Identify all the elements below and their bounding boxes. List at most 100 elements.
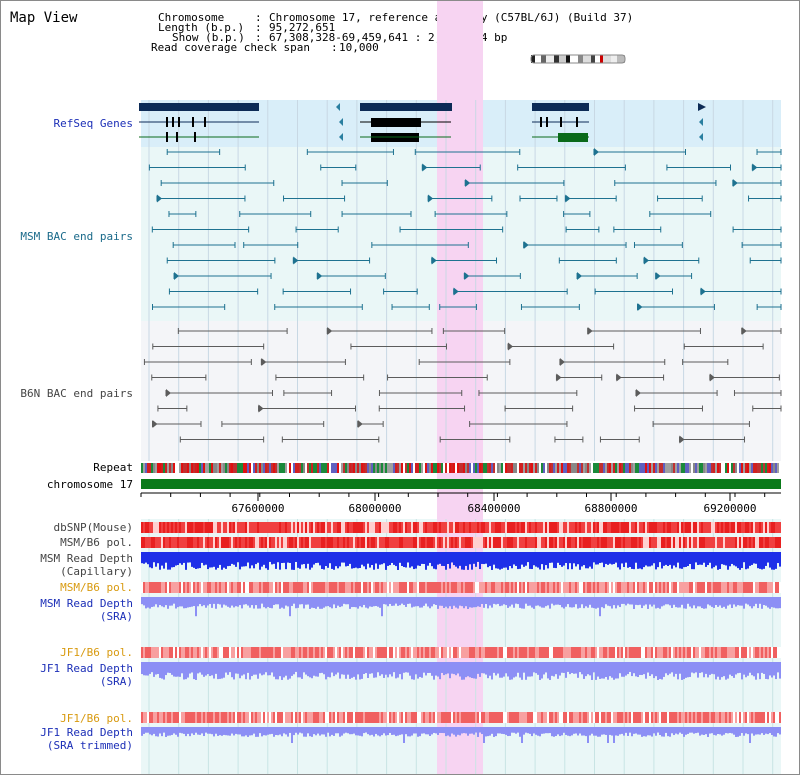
dbsnp-heat-strip — [685, 522, 687, 533]
track-label-msm-read-depth-capillary[interactable]: MSM Read Depth (Capillary) — [40, 552, 133, 578]
dbsnp-heat-strip — [619, 522, 621, 533]
dbsnp-heat-strip — [427, 522, 429, 533]
dbsnp-heat-strip — [227, 522, 229, 533]
jf1-read-depth-sra-bar — [767, 662, 769, 680]
track-label-jf1-b6-pol[interactable]: JF1/B6 pol. — [60, 646, 133, 659]
msm-read-depth-sra-bar — [659, 597, 661, 609]
jf1-read-depth-trimmed-bar — [609, 727, 611, 735]
dbsnp-heat-strip — [247, 522, 249, 533]
jf1-b6-pol-strip — [195, 647, 197, 658]
track-label-jf1-read-depth-sra[interactable]: JF1 Read Depth (SRA) — [40, 662, 133, 688]
jf1-read-depth-trimmed-bar — [227, 727, 229, 736]
msm-read-depth-sra-bar — [723, 597, 725, 607]
msm-b6-pol-sra-strip — [157, 582, 159, 593]
track-label-b6n-bac-end-pairs[interactable]: B6N BAC end pairs — [20, 387, 133, 400]
jf1-b6-pol-trimmed-strip — [705, 712, 707, 723]
dbsnp-heat-strip — [653, 522, 655, 533]
msm-read-depth-capillary-bar — [579, 552, 581, 570]
jf1-b6-pol-trimmed-strip — [351, 712, 353, 723]
repeat-segment — [605, 463, 607, 473]
msm-b6-pol-sra-strip — [241, 582, 243, 593]
dbsnp-heat-strip — [603, 522, 605, 533]
jf1-read-depth-sra-bar — [557, 662, 559, 679]
track-label-repeat[interactable]: Repeat — [93, 461, 133, 474]
jf1-read-depth-sra-bar — [765, 662, 767, 679]
msm-b6-pol-sra-strip — [709, 582, 711, 593]
msm-read-depth-sra-bar — [563, 597, 565, 609]
jf1-b6-pol-strip — [387, 647, 389, 658]
msm-read-depth-capillary-bar — [687, 552, 689, 567]
jf1-read-depth-trimmed-bar — [287, 727, 289, 737]
track-label-refseq-genes[interactable]: RefSeq Genes — [53, 117, 133, 130]
msm-read-depth-capillary-bar — [631, 552, 633, 569]
jf1-read-depth-trimmed-bar — [423, 727, 425, 734]
jf1-read-depth-sra-bar — [367, 662, 369, 679]
msm-read-depth-capillary-bar — [537, 552, 539, 568]
msm-b6-pol-strip — [313, 537, 315, 548]
msm-b6-pol-sra-strip — [367, 582, 369, 593]
msm-b6-pol-strip — [157, 537, 159, 548]
dbsnp-heat-strip — [359, 522, 361, 533]
msm-b6-pol-sra-strip — [449, 582, 451, 593]
jf1-b6-pol-strip — [669, 647, 671, 658]
dbsnp-heat-strip — [185, 522, 187, 533]
repeat-segment — [215, 463, 217, 473]
msm-read-depth-sra-bar — [577, 597, 579, 609]
jf1-read-depth-sra-bar — [223, 662, 225, 678]
track-label-jf1-read-depth-sra-trimmed[interactable]: JF1 Read Depth (SRA trimmed) — [40, 726, 133, 752]
repeat-segment — [675, 463, 677, 473]
msm-read-depth-capillary-bar — [745, 552, 747, 570]
track-label-msm-b6-pol-sra[interactable]: MSM/B6 pol. — [60, 581, 133, 594]
repeat-segment — [385, 463, 387, 473]
jf1-read-depth-sra-bar — [193, 662, 195, 680]
track-label-msm-bac-end-pairs[interactable]: MSM BAC end pairs — [20, 230, 133, 243]
repeat-segment — [341, 463, 343, 473]
msm-read-depth-capillary-bar — [153, 552, 155, 563]
jf1-read-depth-sra-bar — [513, 662, 515, 678]
jf1-read-depth-trimmed-bar — [259, 727, 261, 734]
jf1-read-depth-trimmed-bar — [669, 727, 671, 737]
msm-b6-pol-strip — [225, 537, 227, 548]
msm-bac-pair-arrow — [293, 256, 299, 265]
msm-b6-pol-sra-strip — [273, 582, 275, 593]
msm-read-depth-sra-bar — [653, 597, 655, 605]
track-label-jf1-b6-pol-trimmed[interactable]: JF1/B6 pol. — [60, 712, 133, 725]
jf1-read-depth-trimmed-bar — [539, 727, 541, 737]
repeat-segment — [691, 463, 693, 473]
msm-b6-pol-sra-strip — [417, 582, 419, 593]
jf1-read-depth-sra-bar — [651, 662, 653, 675]
jf1-read-depth-sra-bar — [571, 662, 573, 673]
dbsnp-heat-strip — [643, 522, 645, 533]
track-label-chromosome[interactable]: chromosome 17 — [46, 478, 133, 491]
jf1-read-depth-sra-bar — [497, 662, 499, 674]
jf1-read-depth-trimmed-bar — [467, 727, 469, 736]
track-label-dbsnp-mouse[interactable]: dbSNP(Mouse) — [53, 521, 133, 534]
repeat-segment — [179, 463, 181, 473]
msm-b6-pol-strip — [769, 537, 771, 548]
jf1-b6-pol-strip — [287, 647, 289, 658]
repeat-segment — [463, 463, 465, 473]
jf1-read-depth-trimmed-bar — [515, 727, 517, 734]
msm-read-depth-capillary-bar — [303, 552, 305, 565]
jf1-b6-pol-strip — [177, 647, 179, 658]
jf1-read-depth-trimmed-bar — [663, 727, 665, 737]
msm-read-depth-sra-bar — [185, 597, 187, 609]
repeat-segment — [511, 463, 513, 473]
dbsnp-heat-strip — [299, 522, 301, 533]
msm-read-depth-sra-bar — [621, 597, 623, 604]
repeat-segment — [777, 463, 779, 473]
track-label-msm-read-depth-sra[interactable]: MSM Read Depth (SRA) — [40, 597, 133, 623]
jf1-b6-pol-strip — [333, 647, 335, 658]
msm-b6-pol-sra-strip — [259, 582, 261, 593]
dbsnp-heat-strip — [159, 522, 161, 533]
dbsnp-heat-strip — [237, 522, 239, 533]
jf1-read-depth-sra-bar — [209, 662, 211, 677]
dbsnp-heat-strip — [295, 522, 297, 533]
jf1-b6-pol-strip — [513, 647, 515, 658]
jf1-b6-pol-strip — [699, 647, 701, 658]
msm-b6-pol-sra-strip — [683, 582, 685, 593]
track-label-msm-b6-pol[interactable]: MSM/B6 pol. — [60, 536, 133, 549]
jf1-read-depth-sra-bar — [151, 662, 153, 673]
dbsnp-heat-strip — [753, 522, 755, 533]
repeat-segment — [597, 463, 599, 473]
